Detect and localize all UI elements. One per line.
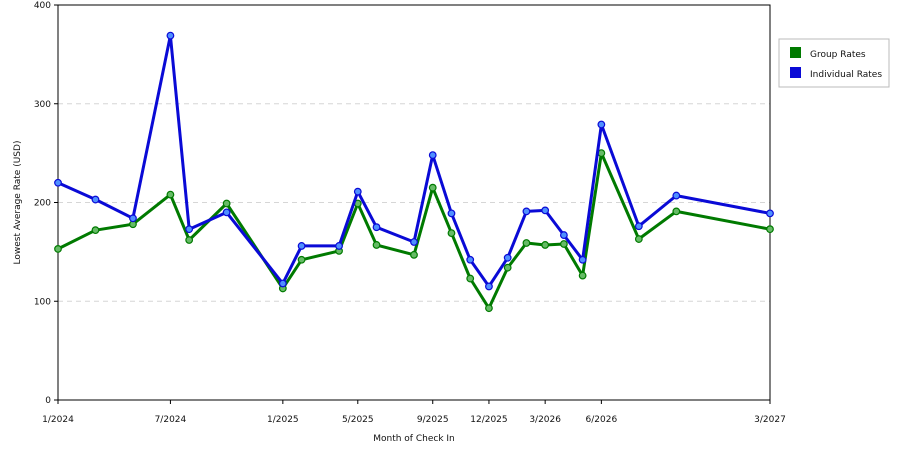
x-axis-ticks: 1/2024 7/2024 1/2025 5/2025 9/2025 12/2025 3/2… <box>42 400 786 425</box>
legend-swatch-individual-rates <box>790 67 801 78</box>
data-point-individual-rates <box>54 178 62 187</box>
data-point-individual-rates <box>559 231 568 239</box>
x-tick-label: 5/2025 <box>342 415 374 425</box>
data-point-individual-rates <box>410 238 418 246</box>
data-point-group-rates <box>185 236 194 244</box>
y-tick-label: 0 <box>45 396 51 406</box>
x-tick-label: 1/2024 <box>42 415 74 425</box>
data-point-group-rates <box>410 250 418 259</box>
data-point-individual-rates <box>541 206 550 215</box>
x-tick-label: 9/2025 <box>417 415 449 425</box>
data-point-individual-rates <box>766 209 774 218</box>
data-point-group-rates <box>297 255 306 264</box>
data-point-individual-rates <box>672 191 681 200</box>
data-point-individual-rates <box>129 214 137 223</box>
y-axis-ticks: 0 100 200 300 400 <box>34 1 58 406</box>
y-tick-label: 200 <box>34 199 51 209</box>
data-point-individual-rates <box>372 223 381 232</box>
data-point-group-rates <box>428 183 437 192</box>
data-point-group-rates <box>578 271 587 280</box>
data-point-group-rates <box>766 225 774 234</box>
data-point-group-rates <box>466 274 475 283</box>
data-point-group-rates <box>503 263 512 272</box>
data-point-individual-rates <box>222 208 231 217</box>
data-point-group-rates <box>541 241 550 249</box>
x-tick-label: 7/2024 <box>155 415 187 425</box>
y-tick-label: 400 <box>34 1 51 11</box>
data-point-individual-rates <box>597 120 606 129</box>
y-axis-label: Lowest Average Rate (USD) <box>13 141 23 265</box>
data-point-individual-rates <box>485 282 493 291</box>
y-tick-label: 100 <box>34 297 51 307</box>
data-point-individual-rates <box>278 279 287 288</box>
data-point-individual-rates <box>335 242 343 250</box>
data-point-group-rates <box>672 207 681 216</box>
x-tick-label: 3/2026 <box>529 415 561 425</box>
data-point-group-rates <box>485 304 493 313</box>
legend-label-group-rates: Group Rates <box>810 50 866 60</box>
data-point-individual-rates <box>353 187 362 196</box>
x-tick-label: 12/2025 <box>470 415 507 425</box>
gridlines <box>58 103 770 302</box>
data-point-individual-rates <box>503 253 512 262</box>
data-point-group-rates <box>54 245 62 253</box>
data-point-group-rates <box>222 199 231 208</box>
legend-swatch-group-rates <box>790 47 801 58</box>
x-tick-label: 3/2027 <box>754 415 786 425</box>
x-tick-label: 6/2026 <box>586 415 618 425</box>
series-line-group-rates <box>57 151 771 310</box>
series-line-individual-rates <box>57 34 771 288</box>
x-axis-label: Month of Check In <box>373 434 455 444</box>
data-point-individual-rates <box>466 255 475 264</box>
data-point-individual-rates <box>447 209 456 218</box>
legend-label-individual-rates: Individual Rates <box>810 70 882 80</box>
data-point-individual-rates <box>634 222 643 231</box>
data-point-group-rates <box>522 239 531 247</box>
data-point-group-rates <box>559 240 568 248</box>
data-point-individual-rates <box>428 151 437 160</box>
data-point-individual-rates <box>522 207 531 216</box>
data-point-individual-rates <box>166 31 175 40</box>
data-point-group-rates <box>166 190 175 199</box>
data-point-individual-rates <box>91 195 100 204</box>
data-point-group-rates <box>447 229 456 238</box>
data-point-individual-rates <box>578 255 587 264</box>
data-point-individual-rates <box>185 225 194 234</box>
series-lines <box>54 31 774 313</box>
x-tick-label: 1/2025 <box>267 415 299 425</box>
data-point-group-rates <box>91 226 100 235</box>
legend: Group Rates Individual Rates <box>778 38 890 88</box>
data-point-group-rates <box>634 235 643 243</box>
data-point-individual-rates <box>297 242 306 250</box>
y-tick-label: 300 <box>34 100 51 110</box>
data-point-group-rates <box>372 241 381 249</box>
